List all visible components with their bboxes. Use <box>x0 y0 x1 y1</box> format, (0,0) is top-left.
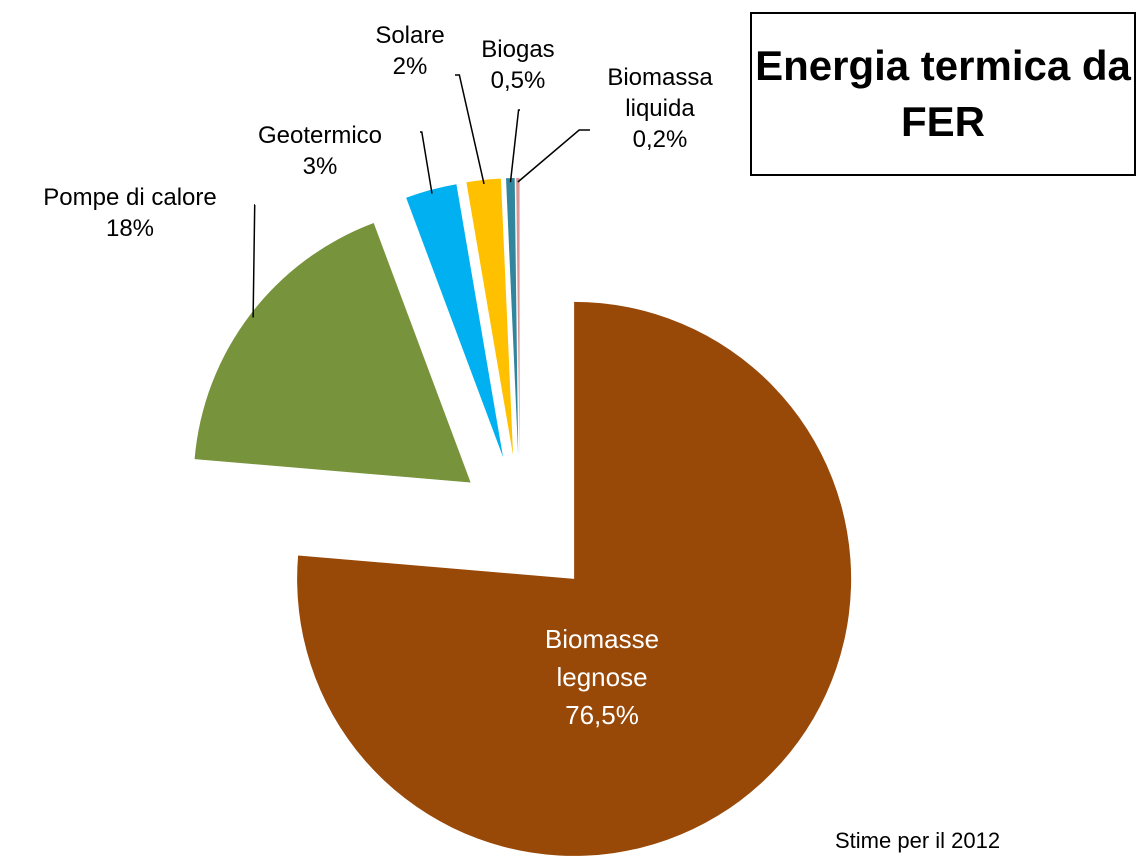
value-label: 2% <box>392 53 428 80</box>
pie-slice <box>516 178 520 456</box>
chart-title: Energia termica da FER <box>750 12 1136 176</box>
leader-line <box>455 74 485 185</box>
leader-line <box>509 109 520 183</box>
value-label: 76,5% <box>565 700 639 730</box>
pie-slice <box>297 301 852 856</box>
category-label: Geotermico <box>257 122 383 149</box>
value-label: 3% <box>302 153 338 180</box>
pie-slice <box>194 223 471 483</box>
category-label: Solare <box>375 22 445 49</box>
note: Stime per il 2012 <box>835 828 1001 853</box>
value-label: 18% <box>105 215 155 242</box>
leader-line <box>420 131 433 194</box>
leader-line <box>517 129 590 183</box>
category-label: Biomassa liquida <box>607 64 713 122</box>
pie-slice <box>506 178 519 456</box>
category-label: Biomasse legnose <box>544 624 660 692</box>
value-label: 0,2% <box>632 126 688 153</box>
pie-slice <box>466 178 514 456</box>
pie-slice <box>406 184 504 458</box>
leader-line <box>252 204 256 318</box>
value-label: 0,5% <box>490 67 546 94</box>
category-label: Pompe di calore <box>43 184 217 211</box>
category-label: Biogas <box>481 36 555 63</box>
